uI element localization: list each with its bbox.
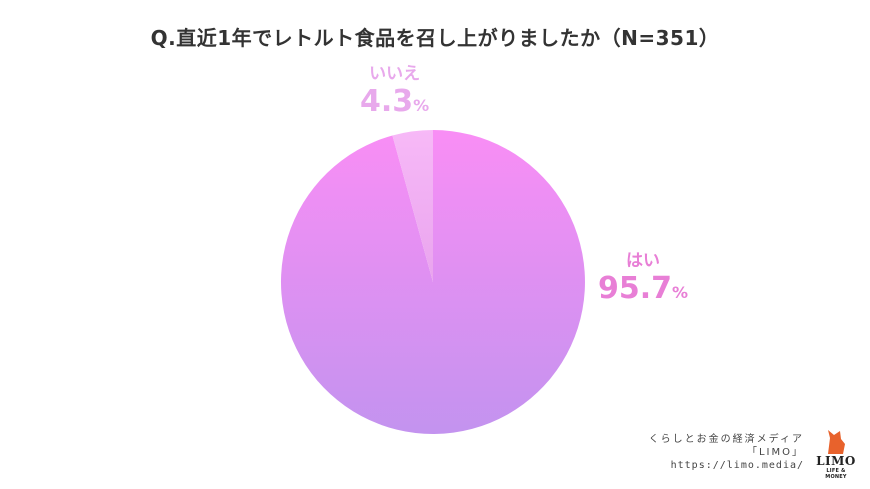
logo-subtext: LIFE & MONEY (825, 468, 847, 480)
pie-slice-yes (280, 130, 585, 435)
logo-text: LIMO (816, 454, 856, 468)
slice-label-yes: はい 95.7% (598, 251, 688, 311)
footer-brand: 「LIMO」 (746, 447, 804, 458)
slice-label-yes-value: 95.7% (598, 271, 689, 306)
slice-label-no-name: いいえ (369, 64, 421, 84)
limo-logo: LIMO LIFE & MONEY (816, 428, 856, 480)
footer-url: https://limo.media/ (670, 460, 804, 471)
slice-label-no: いいえ 4.3% (360, 64, 429, 124)
slice-label-no-value: 4.3% (360, 84, 430, 119)
slice-label-yes-name: はい (626, 251, 661, 271)
fox-icon (828, 430, 845, 454)
chart-title: Q.直近1年でレトルト食品を召し上がりましたか（N=351） (150, 26, 720, 50)
pie-slice-no (392, 130, 433, 282)
footer-media-name: くらしとお金の経済メディア (648, 434, 804, 445)
footer-credit: くらしとお金の経済メディア 「LIMO」 https://limo.media/ (649, 433, 804, 472)
